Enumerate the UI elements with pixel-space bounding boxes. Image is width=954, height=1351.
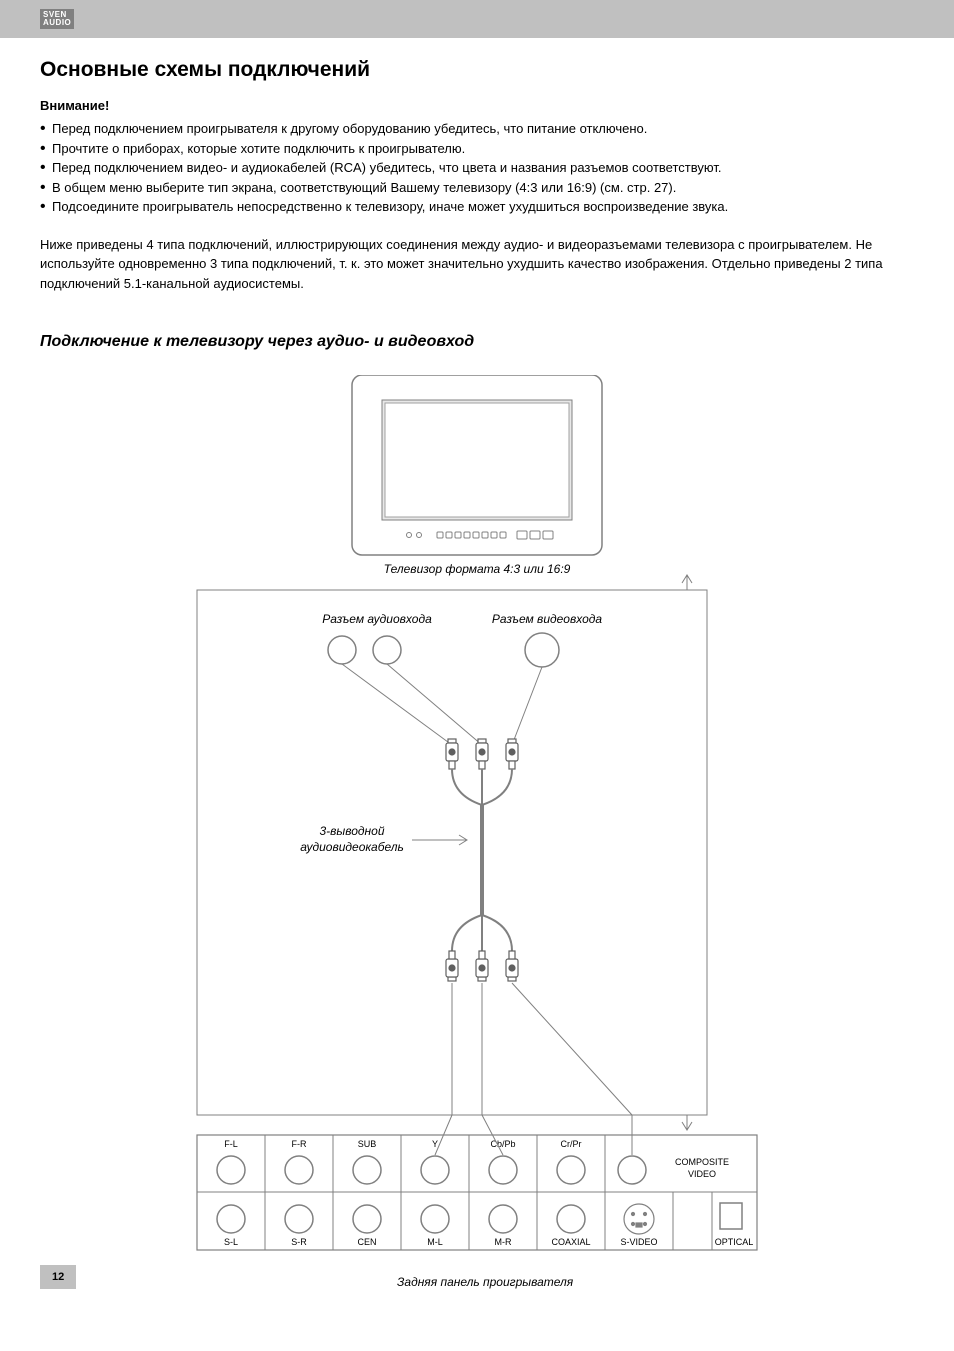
bullet-item: В общем меню выберите тип экрана, соотве… <box>40 178 914 198</box>
page-title: Основные схемы подключений <box>40 58 914 82</box>
jack-label: Cr/Pr <box>561 1139 582 1149</box>
diagram-svg: Телевизор формата 4:3 или 16:9 Разъем ау… <box>187 375 767 1255</box>
jack-label: Y <box>432 1139 438 1149</box>
bullet-item: Прочтите о приборах, которые хотите подк… <box>40 139 914 159</box>
jack-label: CEN <box>357 1237 376 1247</box>
jack-label: Cb/Pb <box>490 1139 515 1149</box>
composite-label-1: COMPOSITE <box>675 1157 729 1167</box>
bullet-item: Перед подключением видео- и аудиокабелей… <box>40 158 914 178</box>
jack-label: COAXIAL <box>551 1237 590 1247</box>
jack-label: SUB <box>358 1139 377 1149</box>
bullet-item: Перед подключением проигрывателя к друго… <box>40 119 914 139</box>
jack-label: S-R <box>291 1237 307 1247</box>
cable-label-2: аудиовидеокабель <box>300 840 404 854</box>
jack-label: F-R <box>292 1139 307 1149</box>
player-back-panel: F-L F-R SUB Y Cb/Pb Cr/Pr COMPOSITE VIDE… <box>197 1115 757 1250</box>
audio-in-label: Разъем аудиовхода <box>322 612 432 626</box>
page-content: Основные схемы подключений Внимание! Пер… <box>0 38 954 1265</box>
warning-bullets: Перед подключением проигрывателя к друго… <box>40 119 914 217</box>
back-panel-caption: Задняя панель проигрывателя <box>16 1275 954 1289</box>
jack-label: S-L <box>224 1237 238 1247</box>
section-subheading: Подключение к телевизору через аудио- и … <box>40 333 914 351</box>
jack-label: M-L <box>427 1237 443 1247</box>
connection-diagram: Телевизор формата 4:3 или 16:9 Разъем ау… <box>40 375 914 1255</box>
rca-plug-bottom <box>446 951 518 981</box>
cable-label-1: 3-выводной <box>319 824 384 838</box>
logo-line-2: AUDIO <box>43 19 71 27</box>
video-in-label: Разъем видеовхода <box>492 612 603 626</box>
warning-label: Внимание! <box>40 98 914 113</box>
tv-icon <box>352 375 602 555</box>
composite-label-2: VIDEO <box>688 1169 716 1179</box>
jack-label: S-VIDEO <box>620 1237 657 1247</box>
bullet-item: Подсоедините проигрыватель непосредствен… <box>40 197 914 217</box>
page-footer: 12 Задняя панель проигрывателя <box>0 1265 954 1309</box>
brand-logo: SVEN AUDIO <box>40 9 74 29</box>
top-bar: SVEN AUDIO <box>0 0 954 38</box>
tv-caption: Телевизор формата 4:3 или 16:9 <box>384 562 571 576</box>
rca-plug-top <box>446 739 518 769</box>
jack-label: F-L <box>224 1139 238 1149</box>
jack-label: OPTICAL <box>715 1237 754 1247</box>
intro-paragraph: Ниже приведены 4 типа подключений, иллюс… <box>40 235 914 294</box>
jack-label: M-R <box>495 1237 512 1247</box>
